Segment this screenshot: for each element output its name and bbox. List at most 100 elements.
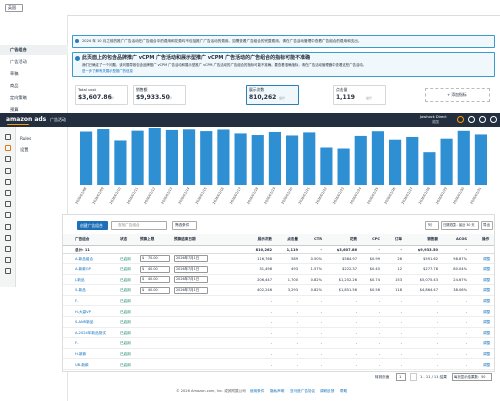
column-header[interactable]: 广告组合 — [75, 237, 90, 241]
budget-input[interactable] — [140, 265, 170, 273]
row-action[interactable]: 调整 — [483, 362, 491, 367]
add-metric-card[interactable] — [425, 88, 490, 102]
portfolio-name[interactable]: S-新品 — [75, 288, 86, 293]
column-header[interactable]: 展示次数 — [257, 237, 272, 241]
column-header[interactable]: 预算上限 — [140, 237, 155, 241]
portfolio-name[interactable]: F- — [75, 298, 79, 303]
date-input[interactable] — [174, 286, 208, 294]
portfolio-name[interactable]: A-新品组合 — [75, 256, 94, 261]
column-header[interactable]: 点击量 — [287, 237, 298, 241]
rail-icon[interactable] — [5, 178, 11, 185]
export-button[interactable] — [481, 221, 493, 230]
rail-icon[interactable] — [5, 145, 11, 152]
row-action[interactable]: 调整 — [483, 341, 491, 346]
filter-button[interactable] — [172, 221, 197, 230]
sidebar-item[interactable]: Rules — [20, 136, 32, 141]
bar — [457, 130, 470, 185]
metric-card[interactable] — [75, 85, 128, 105]
date-input[interactable] — [174, 265, 208, 273]
nav-icon[interactable] — [490, 116, 497, 123]
metric-cell: - — [320, 351, 322, 356]
sidebar-item[interactable]: 广告活动 — [10, 59, 27, 64]
footer-link[interactable]: 亚马逊广告协议 — [290, 389, 316, 393]
total-cell: - — [378, 248, 381, 252]
portfolio-name[interactable]: A-2024年新品测试 — [75, 330, 106, 335]
portfolio-name[interactable]: H-大赢VP — [75, 309, 91, 314]
portfolio-name[interactable]: F- — [75, 341, 79, 346]
column-header[interactable]: 订单 — [394, 237, 402, 241]
prev-button[interactable] — [410, 373, 417, 381]
account-name[interactable]: Jawhock Direct — [420, 115, 447, 119]
column-header[interactable]: ACOS — [455, 237, 467, 241]
rail-icon[interactable] — [5, 134, 11, 140]
date-label: 2026/01/21 — [298, 187, 311, 205]
row-action[interactable]: 调整 — [483, 277, 491, 282]
rail-icon[interactable] — [5, 212, 11, 219]
footer-link[interactable]: 隐私声明 — [270, 389, 285, 393]
sidebar-item[interactable]: 草稿 — [10, 71, 19, 76]
rail-icon[interactable] — [5, 156, 11, 163]
rail-icon[interactable] — [5, 223, 11, 230]
sidebar-item[interactable]: 广告组合 — [10, 47, 27, 52]
end-date: 2026年7月1日 — [176, 256, 200, 260]
metric-card[interactable] — [246, 85, 299, 105]
portfolio-name[interactable]: A-新款GP — [75, 267, 91, 272]
per-page-select[interactable] — [452, 373, 492, 381]
column-header[interactable]: 状态 — [120, 237, 128, 241]
column-header[interactable]: 花费 — [349, 237, 357, 241]
nav-icon[interactable] — [468, 116, 475, 123]
marketplace-label: 英国 — [8, 5, 16, 10]
nav-icon[interactable] — [479, 116, 486, 123]
row-action[interactable]: 调整 — [483, 351, 491, 356]
portfolio-name[interactable]: UB-新款 — [75, 362, 89, 367]
footer-link[interactable]: 使用条件 — [250, 389, 265, 393]
footer-link[interactable]: 调研反馈 — [320, 389, 335, 393]
metric-card[interactable] — [133, 85, 186, 105]
metric-cell: - — [320, 330, 322, 335]
column-header[interactable]: 销售额 — [427, 237, 438, 241]
table-row — [63, 338, 494, 349]
date-button[interactable] — [441, 221, 479, 230]
portfolio-name[interactable]: J-新品 — [75, 277, 85, 282]
sidebar-item[interactable]: 设置 — [20, 147, 29, 152]
metric-card[interactable] — [333, 85, 386, 105]
rail-icon[interactable] — [5, 234, 11, 241]
row-action[interactable]: 调整 — [483, 256, 491, 261]
sidebar-item[interactable]: 预算 — [10, 107, 19, 112]
column-header[interactable]: CPC — [372, 237, 380, 241]
create-button[interactable] — [77, 221, 108, 230]
column-header[interactable]: 预算结束日期 — [174, 237, 196, 241]
rail-icon[interactable] — [5, 167, 11, 174]
row-action[interactable]: 调整 — [483, 267, 491, 272]
column-header[interactable]: CTR — [314, 237, 322, 241]
budget-input[interactable] — [140, 255, 170, 262]
marketplace-select[interactable] — [5, 4, 23, 12]
columns-button[interactable] — [425, 221, 439, 230]
date-input[interactable] — [174, 255, 208, 262]
metric-cell: $0.45 — [369, 267, 380, 272]
row-action[interactable]: 调整 — [483, 320, 491, 325]
portfolio-name[interactable]: S-ANR新品 — [75, 320, 94, 325]
portfolio-name[interactable]: H-新款 — [75, 351, 87, 356]
date-label: 2026/01/24 — [349, 187, 362, 205]
row-action[interactable]: 调整 — [483, 298, 491, 303]
page-input[interactable] — [396, 373, 406, 381]
budget-input[interactable] — [140, 276, 170, 284]
rail-icon[interactable] — [5, 190, 11, 196]
row-action[interactable]: 调整 — [483, 288, 491, 293]
nav-icon[interactable] — [457, 116, 464, 123]
rail-icon[interactable] — [5, 201, 11, 208]
budget-input[interactable] — [140, 286, 170, 294]
sidebar-item[interactable]: 商品 — [10, 83, 19, 88]
rail-icon[interactable] — [5, 246, 11, 252]
rail-icon[interactable] — [5, 257, 11, 264]
search-box[interactable] — [111, 221, 167, 230]
rail-icon[interactable] — [5, 268, 11, 275]
sidebar-item[interactable]: 定向策略 — [10, 95, 27, 100]
row-action[interactable]: 调整 — [483, 330, 491, 335]
footer-link[interactable]: 帮助 — [340, 389, 348, 393]
date-input[interactable] — [174, 276, 208, 284]
metric-cell: - — [320, 362, 322, 367]
banner-link[interactable]: 进一步了解有关展示型推广的信息 — [82, 69, 133, 73]
row-action[interactable]: 调整 — [483, 309, 491, 314]
